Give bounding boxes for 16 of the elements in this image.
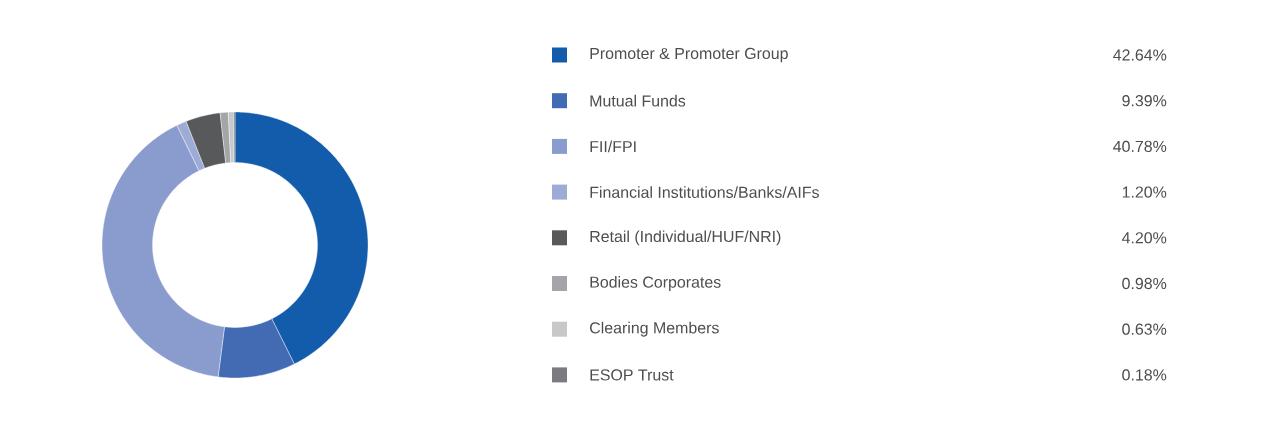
legend-label: Promoter & Promoter Group — [590, 47, 788, 63]
legend-label: Mutual Funds — [590, 94, 686, 107]
data-label: 9.39% — [1122, 95, 1167, 107]
legend-label: Bodies Corporates — [590, 276, 721, 291]
data-label: 0.98% — [1122, 277, 1167, 290]
legend-label: FII/FPI — [590, 140, 636, 153]
data-label: 42.64% — [1113, 49, 1167, 61]
data-label: 40.78% — [1113, 140, 1167, 153]
data-label: 0.63% — [1122, 323, 1167, 335]
data-label: 0.18% — [1122, 369, 1167, 381]
legend-label: Clearing Members — [590, 321, 719, 337]
legend-label: Financial Institutions/Banks/AIFs — [590, 186, 819, 198]
legend-label: ESOP Trust — [590, 369, 674, 381]
legend-label: Retail (Individual/HUF/NRI) — [590, 230, 781, 246]
data-label: 1.20% — [1122, 186, 1167, 198]
data-label: 4.20% — [1121, 232, 1167, 244]
